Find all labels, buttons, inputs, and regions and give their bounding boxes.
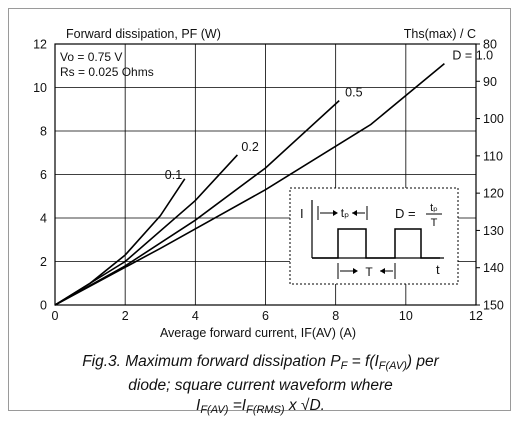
inset-pulse-train [312,228,440,259]
inset-duty-denominator: T [431,217,438,229]
caption-line-1c: ) per [406,353,439,370]
caption-line-3-sub2: F(RMS) [246,404,285,416]
y-tick-label: 0 [40,299,47,313]
inset-current-label: I [300,206,304,221]
caption-line-3: IF(AV) =IF(RMS) x √D. [0,396,521,420]
y-tick-label: 4 [40,212,47,226]
x-tick-label: 6 [262,309,269,323]
caption-line-2: diode; square current waveform where [128,377,393,394]
annotation-vo: Vo = 0.75 V [60,50,122,64]
caption-line-1: Fig.3. Maximum forward dissipation PF = … [0,352,521,376]
y2-tick-label: 130 [483,224,504,238]
caption-line-1-sub2: F(AV) [378,360,407,372]
series-label: 0.1 [165,168,182,182]
inset-time-label: t [436,262,440,277]
chart-title: Forward dissipation, PF (W) [66,27,221,41]
T-arrowhead-left [353,268,358,274]
y-tick-labels: 0 2 4 6 8 10 12 [33,38,47,313]
y2-tick-label: 120 [483,187,504,201]
inset-duty-numerator: tₚ [430,202,438,214]
series-line-0-5 [54,100,340,306]
y-tick-label: 12 [33,38,47,52]
series-label: 0.5 [345,86,362,100]
caption-line-1b: = f(I [347,353,379,370]
y-tick-label: 8 [40,125,47,139]
y-tick-label: 2 [40,255,47,269]
caption-line-1a: Fig.3. Maximum forward dissipation P [82,353,341,370]
x-tick-label: 8 [332,309,339,323]
x-tick-label: 4 [192,309,199,323]
x-tick-label: 0 [52,309,59,323]
y2-tick-label: 100 [483,112,504,126]
y2-tick-label: 80 [483,38,497,52]
caption-line-3a: I [196,397,201,414]
chart: 0 2 4 6 8 10 12 0 2 4 6 8 10 12 150 140 130 120 110 100 90… [33,27,504,340]
y2-tick-label: 150 [483,299,504,313]
inset-duty-label: D = [395,206,416,221]
y2-tick-label: 110 [483,149,503,163]
inset-border [289,187,459,285]
annotation-rs: Rs = 0.025 Ohms [60,65,154,79]
x-tick-label: 2 [122,309,129,323]
tp-arrowhead-right [352,210,357,216]
caption-line-3-sub1: F(AV) [200,404,229,416]
series-lines [54,62,445,306]
x-tick-label: 12 [469,309,483,323]
series-label: 0.2 [241,140,258,154]
y2-tick-labels: 150 140 130 120 110 100 90 80 [476,38,504,313]
series-line-0-2 [54,154,238,306]
caption-line-3b: =I [228,397,247,414]
inset-period-label: T [365,265,373,279]
caption-line-1-sub1: F [340,360,348,372]
right-axis-title: Ths(max) / C [404,27,476,41]
y-tick-label: 10 [33,81,47,95]
waveform-inset: I t tₚ D = tₚ T T [289,187,459,285]
x-axis-label: Average forward current, IF(AV) (A) [160,326,356,340]
series-label: D = 1.0 [452,49,493,63]
y2-tick-label: 140 [483,261,504,275]
x-tick-labels: 0 2 4 6 8 10 12 [52,309,483,323]
figure-caption: Fig.3. Maximum forward dissipation PF = … [0,352,521,420]
tp-arrowhead-left [333,210,338,216]
inset-tp-label: tₚ [341,206,349,220]
T-arrowhead-right [380,268,385,274]
caption-line-3c: x √D. [284,397,325,414]
series-line-D1-0 [54,62,445,306]
x-tick-label: 10 [399,309,413,323]
series-labels: 0.1 0.2 0.5 D = 1.0 [165,49,493,182]
y-tick-label: 6 [40,168,47,182]
y2-tick-label: 90 [483,75,497,89]
